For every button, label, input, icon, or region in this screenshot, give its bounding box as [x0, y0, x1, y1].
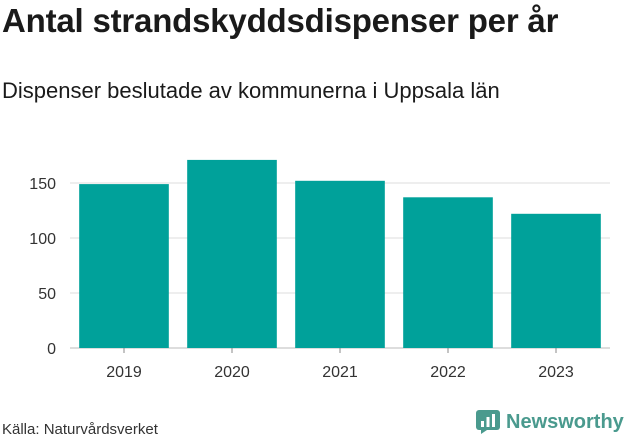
bar-2023	[511, 213, 601, 348]
brand-name: Newsworthy	[506, 410, 624, 433]
bar-2020	[187, 159, 277, 348]
y-tick-label: 100	[29, 231, 56, 248]
y-tick-label: 150	[29, 176, 56, 193]
x-tick-label: 2019	[106, 364, 142, 381]
x-tick-label: 2022	[430, 364, 466, 381]
newsworthy-logo[interactable]: Newsworthy	[476, 408, 624, 436]
x-tick-label: 2023	[538, 364, 574, 381]
y-tick-label: 50	[38, 286, 56, 303]
chart-title: Antal strandskyddsdispenser per år	[2, 2, 559, 39]
y-tick-label: 0	[47, 341, 56, 358]
bar-chart: 0 50 100 150 2019 2020 2021 2022 2023	[29, 159, 610, 381]
x-tick-label: 2021	[322, 364, 358, 381]
bar-2021	[295, 180, 385, 348]
x-tick-label: 2020	[214, 364, 250, 381]
chart-subtitle: Dispenser beslutade av kommunerna i Upps…	[2, 78, 500, 103]
source-note: Källa: Naturvårdsverket	[2, 421, 158, 438]
bar-2019	[79, 184, 169, 348]
bar-2022	[403, 197, 493, 348]
newsworthy-logo-icon	[476, 410, 500, 434]
